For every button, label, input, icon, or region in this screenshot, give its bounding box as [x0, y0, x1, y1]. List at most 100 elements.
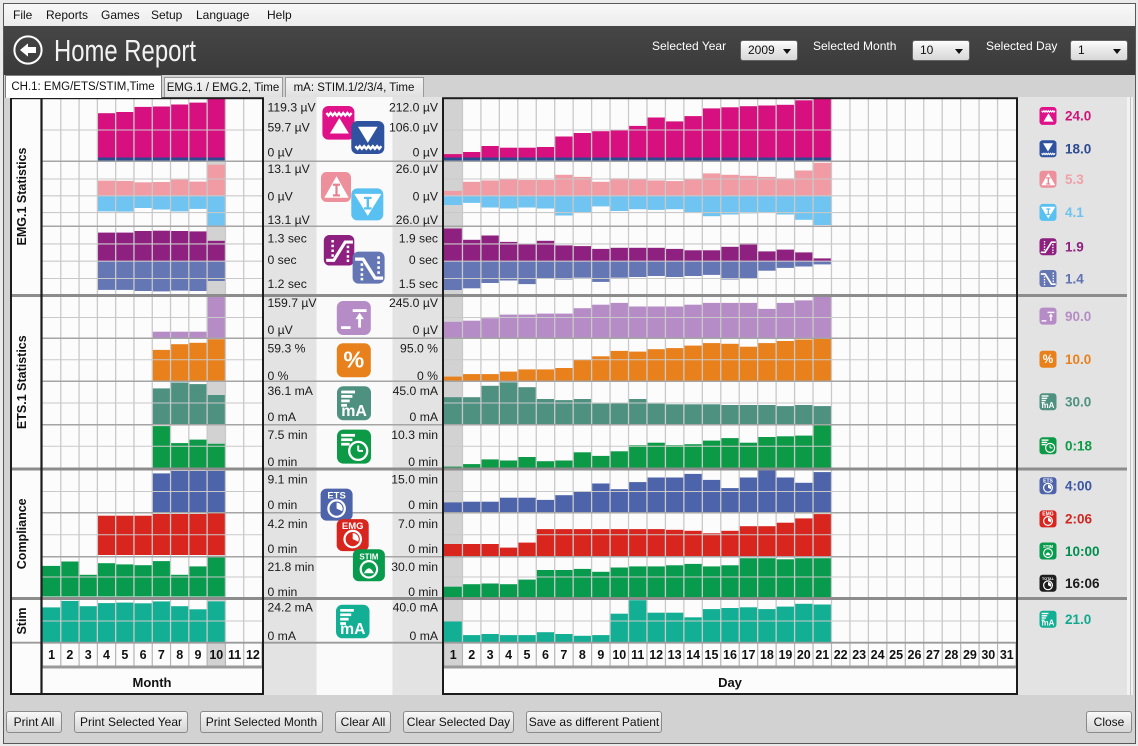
svg-text:16: 16 [723, 648, 737, 662]
svg-text:0 min: 0 min [408, 585, 438, 599]
svg-text:EMG: EMG [342, 521, 364, 532]
svg-text:212.0 µV: 212.0 µV [389, 101, 439, 115]
svg-text:4.1: 4.1 [1065, 205, 1084, 220]
svg-text:119.3 µV: 119.3 µV [268, 101, 317, 115]
svg-text:9: 9 [597, 648, 604, 662]
svg-text:21.0: 21.0 [1065, 612, 1091, 627]
svg-text:0 µV: 0 µV [413, 189, 439, 203]
svg-text:27: 27 [926, 648, 940, 662]
svg-text:ETS.1 Statistics: ETS.1 Statistics [15, 335, 29, 429]
svg-text:25: 25 [889, 648, 903, 662]
svg-text:6: 6 [542, 648, 549, 662]
svg-text:15.0 min: 15.0 min [391, 472, 438, 486]
svg-text:0 mA: 0 mA [410, 629, 439, 643]
svg-text:0 %: 0 % [417, 369, 438, 383]
svg-text:21: 21 [815, 648, 829, 662]
svg-text:0:18: 0:18 [1065, 439, 1093, 454]
svg-text:30.0 min: 30.0 min [391, 560, 438, 574]
svg-text:0 min: 0 min [268, 585, 298, 599]
svg-text:%: % [343, 347, 364, 373]
svg-text:1: 1 [48, 648, 55, 662]
svg-text:Day: Day [718, 675, 743, 690]
svg-text:mA: mA [1042, 401, 1055, 410]
svg-text:28: 28 [944, 648, 958, 662]
svg-text:106.0 µV: 106.0 µV [389, 121, 439, 135]
svg-text:40.0 mA: 40.0 mA [393, 601, 439, 615]
svg-text:Compliance: Compliance [15, 498, 29, 569]
svg-text:0 µV: 0 µV [413, 323, 439, 337]
svg-text:23: 23 [852, 648, 866, 662]
svg-text:18: 18 [760, 648, 774, 662]
svg-text:7: 7 [158, 648, 165, 662]
svg-text:13.1 µV: 13.1 µV [268, 162, 311, 176]
svg-text:2: 2 [66, 648, 73, 662]
svg-text:0 min: 0 min [268, 455, 298, 469]
svg-text:10.0: 10.0 [1065, 352, 1091, 367]
svg-text:5.3: 5.3 [1065, 172, 1084, 187]
svg-text:30.0: 30.0 [1065, 395, 1091, 410]
svg-text:0 min: 0 min [268, 542, 298, 556]
svg-text:EMG.1 Statistics: EMG.1 Statistics [15, 147, 29, 245]
svg-text:3: 3 [487, 648, 494, 662]
svg-text:21.8 min: 21.8 min [268, 560, 315, 574]
svg-text:1.4: 1.4 [1065, 271, 1084, 286]
svg-text:0 min: 0 min [408, 498, 438, 512]
svg-text:245.0 µV: 245.0 µV [389, 296, 439, 310]
svg-text:EMG: EMG [1042, 512, 1054, 518]
svg-text:13.1 µV: 13.1 µV [268, 213, 311, 227]
svg-text:0 µV: 0 µV [413, 145, 439, 159]
svg-text:10: 10 [209, 648, 223, 662]
svg-text:2:06: 2:06 [1065, 512, 1093, 527]
svg-text:10.3 min: 10.3 min [391, 428, 438, 442]
svg-text:0 min: 0 min [268, 498, 298, 512]
svg-text:11: 11 [228, 648, 241, 662]
svg-text:5: 5 [121, 648, 128, 662]
svg-text:36.1 mA: 36.1 mA [268, 384, 314, 398]
svg-text:10: 10 [612, 648, 626, 662]
svg-text:20: 20 [797, 648, 811, 662]
svg-text:0 mA: 0 mA [268, 410, 297, 424]
svg-text:2: 2 [468, 648, 475, 662]
svg-text:0 µV: 0 µV [268, 189, 294, 203]
svg-text:%: % [1043, 353, 1054, 366]
svg-text:15: 15 [705, 648, 719, 662]
svg-text:0 mA: 0 mA [410, 410, 439, 424]
svg-text:5: 5 [524, 648, 531, 662]
svg-text:13: 13 [668, 648, 682, 662]
svg-text:45.0 mA: 45.0 mA [393, 384, 439, 398]
svg-text:ETS: ETS [327, 491, 345, 502]
svg-text:0 sec: 0 sec [409, 253, 438, 267]
svg-text:26.0 µV: 26.0 µV [396, 162, 439, 176]
svg-text:0 sec: 0 sec [268, 253, 297, 267]
svg-text:7.0 min: 7.0 min [398, 517, 438, 531]
svg-text:31: 31 [1000, 648, 1014, 662]
svg-text:12: 12 [246, 648, 260, 662]
svg-text:1.9: 1.9 [1065, 240, 1084, 255]
svg-text:17: 17 [742, 648, 756, 662]
svg-text:TOTAL: TOTAL [1042, 577, 1055, 581]
svg-text:1.2 sec: 1.2 sec [268, 277, 307, 291]
svg-text:9: 9 [195, 648, 202, 662]
svg-text:0 min: 0 min [408, 542, 438, 556]
svg-text:mA: mA [341, 403, 367, 420]
svg-text:STIM: STIM [359, 552, 378, 561]
svg-text:159.7 µV: 159.7 µV [268, 296, 318, 310]
svg-text:22: 22 [834, 648, 848, 662]
svg-text:0 %: 0 % [268, 369, 289, 383]
svg-text:19: 19 [778, 648, 792, 662]
svg-text:6: 6 [140, 648, 147, 662]
svg-text:9.1 min: 9.1 min [268, 472, 308, 486]
svg-text:11: 11 [631, 648, 644, 662]
svg-text:16:06: 16:06 [1065, 576, 1100, 591]
svg-text:1.3 sec: 1.3 sec [268, 232, 307, 246]
svg-text:Month: Month [133, 675, 172, 690]
svg-text:26.0 µV: 26.0 µV [396, 213, 439, 227]
svg-text:mA: mA [1042, 619, 1055, 628]
svg-text:7.5 min: 7.5 min [268, 428, 308, 442]
svg-text:30: 30 [981, 648, 995, 662]
svg-text:90.0: 90.0 [1065, 309, 1091, 324]
svg-text:8: 8 [579, 648, 586, 662]
svg-text:95.0 %: 95.0 % [400, 342, 438, 356]
svg-text:12: 12 [649, 648, 663, 662]
svg-text:0 µV: 0 µV [268, 145, 294, 159]
